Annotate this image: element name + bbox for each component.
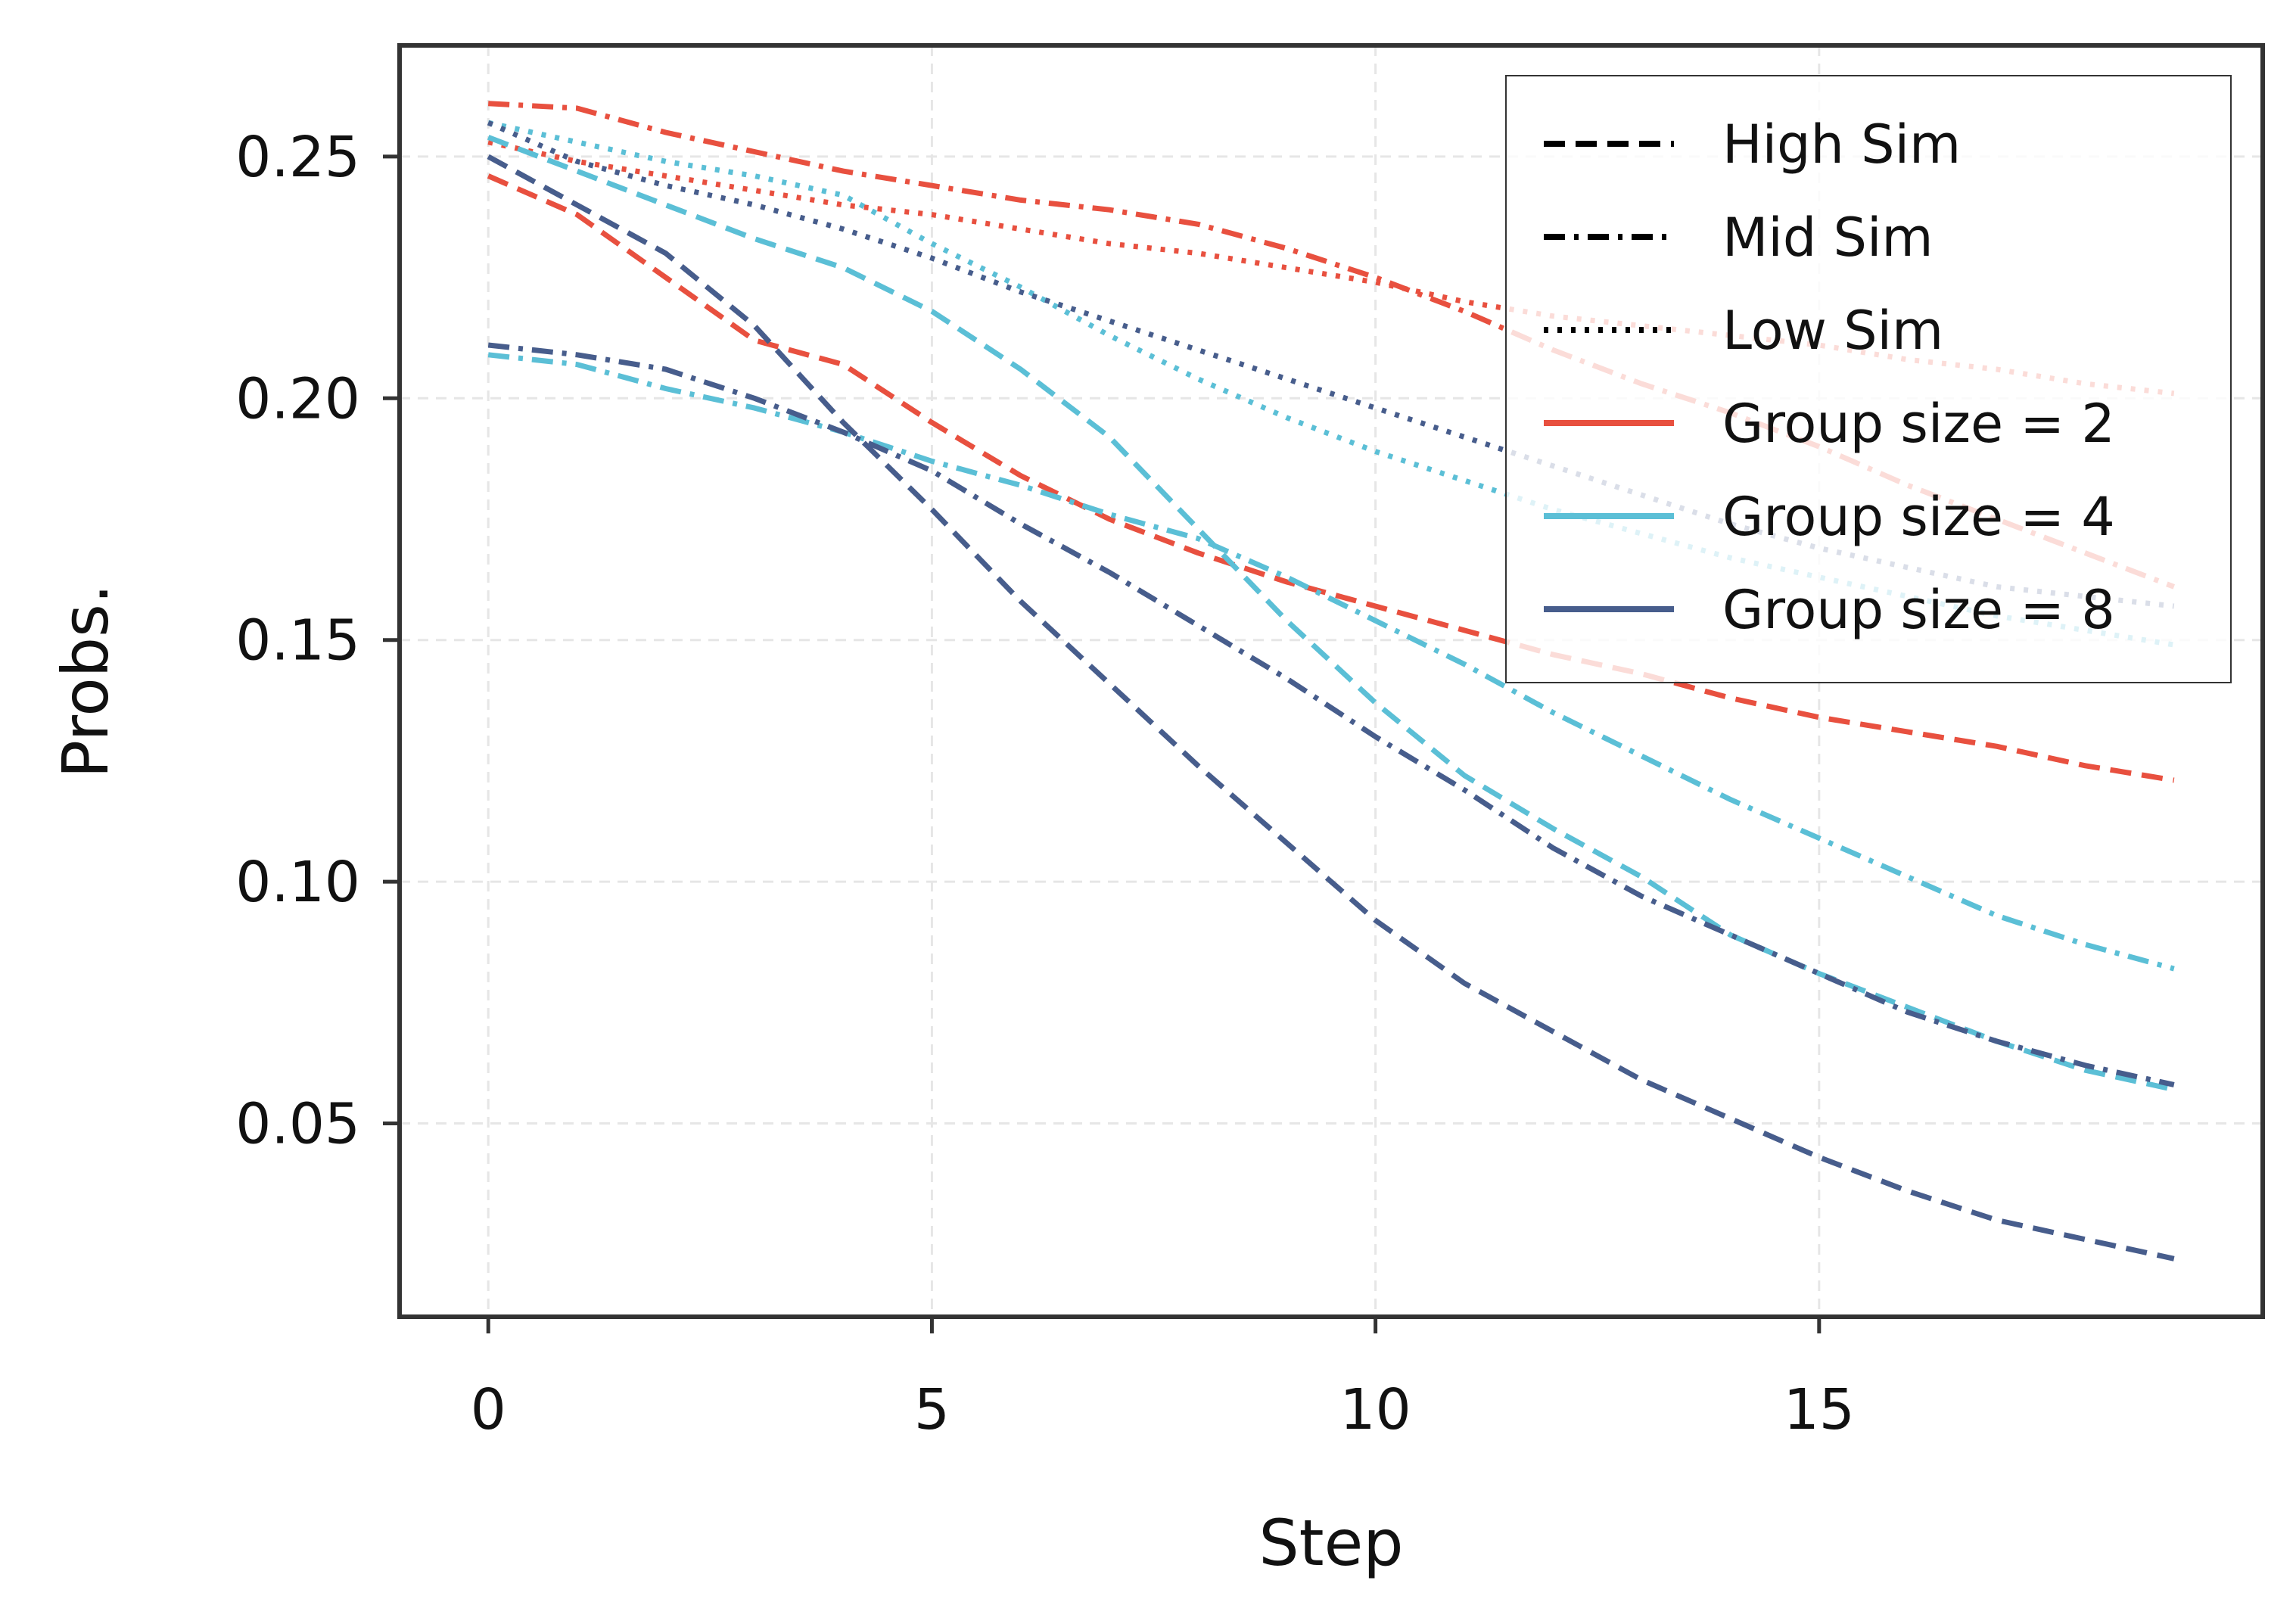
y-tick-label: 0.05 xyxy=(235,1091,360,1156)
plot-frame xyxy=(397,43,2265,1319)
x-tick-label: 15 xyxy=(1784,1377,1855,1442)
x-axis-label: Step xyxy=(1258,1506,1403,1580)
series-line-group-8-mid-sim xyxy=(487,342,2175,1087)
axis-ticks: 0 5 10 15 0.05 0.10 0.15 0.20 0.25 xyxy=(235,125,1855,1442)
series-line-group-4-low-sim xyxy=(487,120,2175,648)
legend-label-low-sim: Low Sim xyxy=(1722,300,1943,362)
x-tick-label: 10 xyxy=(1340,1377,1411,1442)
legend-label-group-size-4: Group size = 4 xyxy=(1722,486,2115,548)
legend-label-group-size-8: Group size = 8 xyxy=(1722,579,2115,641)
series-line-group-8-high-sim xyxy=(487,154,2175,1262)
x-tick-label: 5 xyxy=(914,1377,950,1442)
legend: High Sim Mid Sim Low Sim Group size = 2 Grou… xyxy=(1505,75,2232,683)
legend-label-group-size-2: Group size = 2 xyxy=(1722,393,2115,455)
y-axis-label: Probs. xyxy=(48,583,123,778)
y-tick-label: 0.10 xyxy=(235,850,360,915)
series-line-group-4-mid-sim xyxy=(487,352,2175,972)
legend-box xyxy=(1505,75,2232,683)
legend-label-high-sim: High Sim xyxy=(1722,114,1961,176)
y-tick-label: 0.15 xyxy=(235,608,360,674)
y-tick-label: 0.20 xyxy=(235,366,360,431)
y-tick-label: 0.25 xyxy=(235,125,360,190)
legend-label-mid-sim: Mid Sim xyxy=(1722,207,1934,269)
series-line-group-4-high-sim xyxy=(487,135,2175,1093)
x-tick-label: 0 xyxy=(471,1377,506,1442)
series-line-group-2-high-sim xyxy=(487,173,2175,783)
